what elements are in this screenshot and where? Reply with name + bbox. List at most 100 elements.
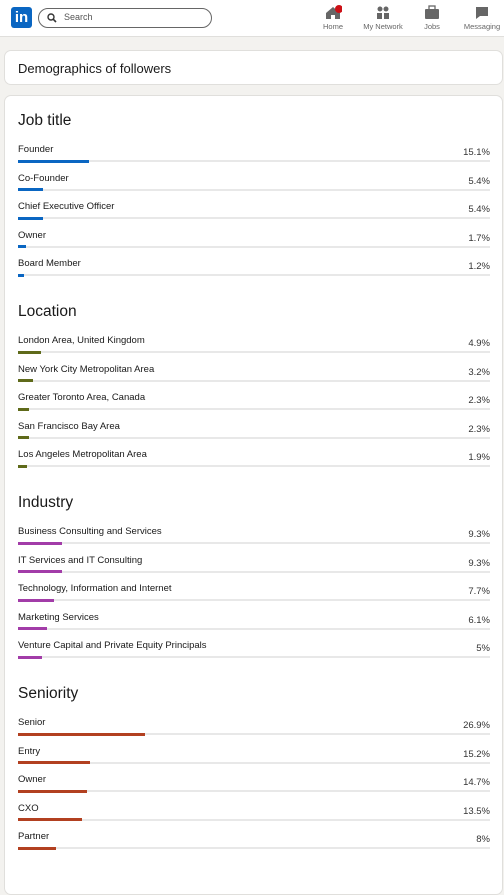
demographic-row: Greater Toronto Area, Canada 2.3% xyxy=(18,391,502,420)
row-value: 2.3% xyxy=(468,423,490,435)
bar xyxy=(18,598,55,602)
bar xyxy=(18,379,34,382)
bar-track xyxy=(18,627,490,630)
row-label: Partner xyxy=(18,831,50,842)
row-label: London Area, United Kingdom xyxy=(18,335,145,346)
row-label: Los Angeles Metropolitan Area xyxy=(18,449,147,460)
row-label: IT Services and IT Consulting xyxy=(18,554,143,566)
demographic-row: Co-Founder 5.4% xyxy=(18,172,502,201)
home-icon xyxy=(326,5,342,19)
row-label: Owner xyxy=(18,229,46,241)
section: Job title Founder 15.1% Co-Founder 5.4% Chief… xyxy=(5,96,502,287)
demographic-row: Marketing Services 6.1% xyxy=(18,611,502,640)
messaging-icon xyxy=(476,7,488,19)
search-placeholder: Search xyxy=(64,12,93,22)
bar xyxy=(18,761,90,764)
nav-network[interactable]: My Network xyxy=(355,5,411,31)
demographic-row: Technology, Information and Internet 7.7% xyxy=(18,582,502,611)
demographic-row: New York City Metropolitan Area 3.2% xyxy=(18,363,502,392)
nav-label: Messaging xyxy=(463,22,501,31)
section-title: Location xyxy=(18,303,77,320)
bar xyxy=(18,273,24,277)
row-value: 1.9% xyxy=(468,452,490,463)
row-label: Board Member xyxy=(18,258,81,269)
row-value: 9.3% xyxy=(468,529,490,540)
bar-track xyxy=(18,273,490,277)
demographic-row: San Francisco Bay Area 2.3% xyxy=(18,420,502,449)
nav-home[interactable]: Home xyxy=(305,5,361,31)
row-value: 7.7% xyxy=(468,586,490,597)
bar-track xyxy=(18,216,490,220)
jobs-icon xyxy=(425,5,439,19)
bar xyxy=(18,350,42,354)
bar-track xyxy=(18,818,490,821)
demographic-row: Owner 14.7% xyxy=(18,773,502,802)
row-label: Venture Capital and Private Equity Princ… xyxy=(18,640,207,651)
bar-track xyxy=(18,789,490,793)
search-box[interactable]: Search xyxy=(38,8,212,28)
demographic-row: Owner 1.7% xyxy=(18,229,502,258)
logo[interactable]: in xyxy=(11,7,32,28)
row-value: 6.1% xyxy=(468,614,490,626)
section-title: Industry xyxy=(18,494,74,511)
bar xyxy=(18,464,27,468)
demographic-row: Entry 15.2% xyxy=(18,745,502,774)
row-label: Chief Executive Officer xyxy=(18,201,115,212)
row-value: 9.3% xyxy=(468,557,490,569)
bar xyxy=(18,436,29,439)
demographic-row: Venture Capital and Private Equity Princ… xyxy=(18,639,502,668)
demographics-card: Job title Founder 15.1% Co-Founder 5.4% Chief… xyxy=(4,95,503,895)
section-title: Seniority xyxy=(18,685,79,702)
row-value: 5.4% xyxy=(468,175,490,187)
row-label: Senior xyxy=(18,717,46,728)
bar xyxy=(18,627,47,630)
bar-track xyxy=(18,245,490,248)
bar-track xyxy=(18,846,490,850)
bar xyxy=(18,732,145,736)
bar-track xyxy=(18,732,490,736)
demographic-row: London Area, United Kingdom 4.9% xyxy=(18,334,502,363)
bar-track xyxy=(18,159,490,163)
bar-track xyxy=(18,407,490,411)
row-value: 8% xyxy=(476,834,490,845)
nav-label: Home xyxy=(322,22,343,31)
bar xyxy=(18,818,82,821)
row-label: Technology, Information and Internet xyxy=(18,583,172,594)
row-value: 14.7% xyxy=(463,777,490,788)
search-icon xyxy=(47,13,57,23)
demographic-row: Chief Executive Officer 5.4% xyxy=(18,200,502,229)
bar xyxy=(18,245,27,248)
row-label: Greater Toronto Area, Canada xyxy=(18,392,146,403)
bar-track xyxy=(18,464,490,468)
nav-label: Jobs xyxy=(424,22,440,31)
demographic-row: CXO 13.5% xyxy=(18,802,502,831)
demographic-row: Los Angeles Metropolitan Area 1.9% xyxy=(18,448,502,477)
row-value: 2.3% xyxy=(468,395,490,406)
demographic-row: Business Consulting and Services 9.3% xyxy=(18,525,502,554)
nav-jobs[interactable]: Jobs xyxy=(404,5,460,31)
bar-track xyxy=(18,541,490,545)
demographic-row: IT Services and IT Consulting 9.3% xyxy=(18,554,502,583)
bar-track xyxy=(18,655,490,659)
bar-track xyxy=(18,188,490,191)
demographic-row: Partner 8% xyxy=(18,830,502,859)
header-card: Demographics of followers xyxy=(4,50,503,85)
bar-track xyxy=(18,379,490,382)
section: Industry Business Consulting and Services… xyxy=(5,478,502,669)
bar xyxy=(18,655,42,659)
row-label: San Francisco Bay Area xyxy=(18,420,120,432)
nav-messaging[interactable]: Messaging xyxy=(454,5,504,31)
nav-label: My Network xyxy=(363,22,403,31)
row-value: 5% xyxy=(476,643,490,654)
row-value: 4.9% xyxy=(468,338,490,349)
row-label: Marketing Services xyxy=(18,611,99,623)
bar-track xyxy=(18,598,490,602)
row-label: Business Consulting and Services xyxy=(18,526,162,537)
bar-track xyxy=(18,436,490,439)
row-value: 3.2% xyxy=(468,366,490,378)
bar-track xyxy=(18,350,490,354)
bar-track xyxy=(18,570,490,573)
section: Location London Area, United Kingdom 4.9% N… xyxy=(5,287,502,478)
bar xyxy=(18,216,44,220)
row-value: 5.4% xyxy=(468,204,490,215)
